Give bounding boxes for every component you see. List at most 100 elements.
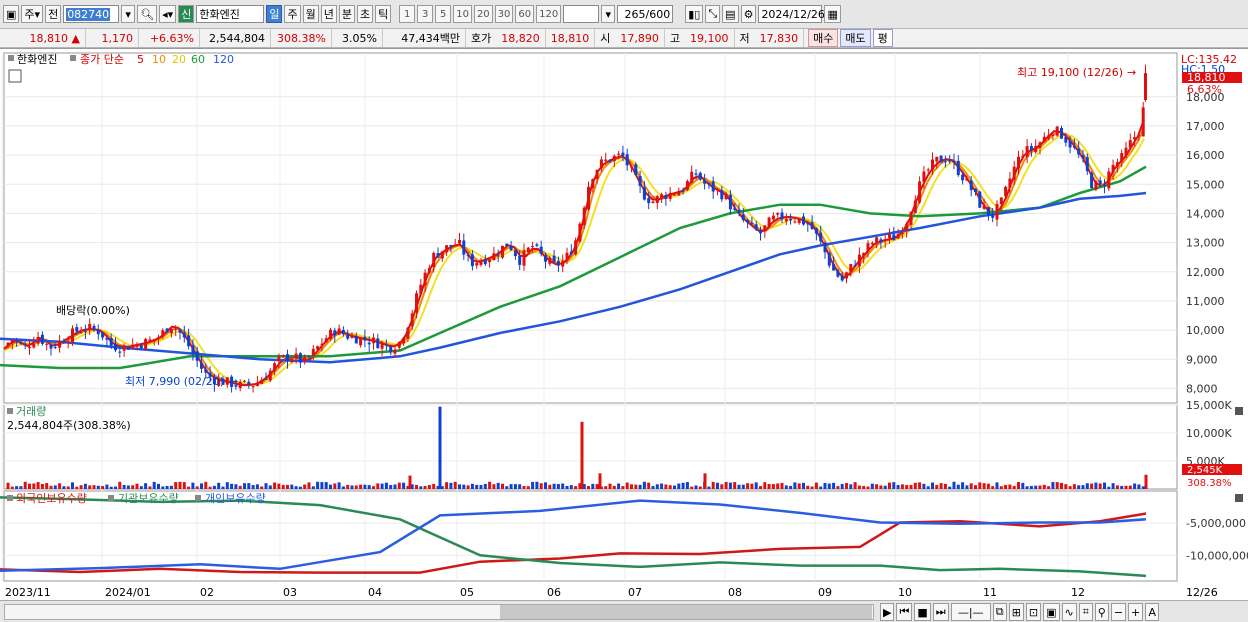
tool-icon-2[interactable]: ⊞	[1008, 603, 1024, 621]
volume-bar	[707, 486, 711, 489]
buy-button[interactable]: 매수	[808, 29, 839, 47]
candle-body	[367, 342, 371, 345]
type-select[interactable]: 주 ▾	[21, 5, 44, 23]
first-icon[interactable]: ⏮	[896, 603, 913, 621]
tool-icon-1[interactable]: ⧉	[992, 603, 1007, 621]
candle-body	[294, 353, 298, 359]
zoom-slider[interactable]: —|—	[950, 603, 991, 621]
candle-style-icon[interactable]: ▮▯	[685, 5, 704, 23]
chart-svg[interactable]: 8,000 9,000 10,000 11,000 12,000 13,000 14,000…	[0, 49, 1248, 601]
candles	[6, 64, 1147, 393]
layout-icon[interactable]: ▣	[3, 5, 20, 23]
volume-bar	[582, 484, 586, 489]
scroll-right-icon[interactable]: ▶	[880, 603, 895, 621]
save-icon[interactable]: ▤	[722, 5, 739, 23]
candle-body	[720, 190, 724, 200]
candle-body	[780, 212, 784, 220]
candle-body	[234, 385, 238, 387]
stock-name-field[interactable]: 한화엔진	[196, 5, 265, 23]
interval-10[interactable]: 10	[453, 5, 472, 23]
vol-pct-tag: 308.38%	[1187, 478, 1232, 489]
candle-body	[307, 356, 311, 358]
volume-bar	[169, 485, 173, 489]
candle-body	[797, 218, 801, 224]
volume-bar	[496, 482, 500, 489]
volume-bar	[802, 482, 805, 489]
tool-icon-3[interactable]: ⊡	[1025, 603, 1042, 621]
period-year[interactable]: 년	[320, 5, 337, 23]
interval-20[interactable]: 20	[473, 5, 493, 23]
x-tick-label: 2023/11	[5, 586, 51, 599]
font-icon[interactable]: A	[1145, 603, 1160, 621]
candle-body	[152, 338, 156, 340]
period-second[interactable]: 초	[356, 5, 374, 23]
candle-body	[591, 179, 595, 189]
chart-area[interactable]: 8,000 9,000 10,000 11,000 12,000 13,000 14,000…	[0, 48, 1248, 601]
candle-body	[655, 196, 659, 203]
sell-button[interactable]: 매도	[840, 29, 871, 47]
zoom-icon[interactable]: ⚲	[1094, 603, 1109, 621]
candle-body	[393, 349, 397, 354]
interval-5[interactable]: 5	[435, 5, 452, 23]
interval-120[interactable]: 120	[536, 5, 562, 23]
interval-3[interactable]: 3	[417, 5, 434, 23]
candle-body	[71, 328, 74, 343]
table-icon[interactable]	[8, 69, 22, 83]
candle-body	[621, 152, 625, 156]
prev-button[interactable]: 전	[45, 5, 62, 23]
interval-dropdown-icon[interactable]: ▾	[601, 5, 616, 23]
date-field[interactable]: 2024/12/26	[758, 5, 825, 23]
candle-body	[1111, 164, 1115, 173]
period-day[interactable]: 일	[266, 5, 283, 23]
candle-body	[492, 253, 496, 261]
sound-icon[interactable]: ◂▾	[159, 5, 177, 23]
candle-body	[165, 328, 169, 333]
candle-body	[939, 155, 943, 163]
custom-interval-input[interactable]	[563, 5, 600, 23]
period-minute[interactable]: 분	[338, 5, 355, 23]
tool-icon-5[interactable]: ∿	[1061, 603, 1077, 621]
tool-icon-4[interactable]: ▣	[1043, 603, 1060, 621]
period-month[interactable]: 월	[302, 5, 319, 23]
candle-body	[849, 264, 853, 272]
scroll-track[interactable]	[4, 604, 874, 620]
ask-price-2: 18,810	[546, 29, 596, 47]
candle-body	[698, 172, 702, 180]
candle-body	[101, 332, 105, 338]
candle-body	[320, 343, 324, 345]
count-field[interactable]: 265/600	[617, 5, 674, 23]
crosshair-icon[interactable]: ⤡	[705, 5, 721, 23]
candle-body	[1098, 180, 1102, 184]
last-icon[interactable]: ⏭	[932, 603, 949, 621]
hold-close-icon[interactable]	[1235, 494, 1243, 502]
gear-icon[interactable]: ⚙	[740, 5, 757, 23]
change-pct: +6.63%	[139, 29, 200, 47]
search-icon[interactable]: 🔍︎	[137, 5, 158, 23]
candle-body	[114, 344, 117, 351]
period-week[interactable]: 주	[284, 5, 301, 23]
tool-icon-6[interactable]: ⌗	[1078, 603, 1093, 621]
volume-bar	[15, 486, 19, 489]
stop-icon[interactable]: ■	[914, 603, 931, 621]
lc-label: LC:135.42	[1181, 53, 1237, 66]
zoom-in-icon[interactable]: +	[1128, 603, 1144, 621]
candle-body	[406, 327, 410, 339]
period-tick[interactable]: 틱	[375, 5, 392, 23]
eval-button[interactable]: 평	[872, 29, 893, 47]
interval-60[interactable]: 60	[515, 5, 535, 23]
volume-bar	[32, 483, 36, 489]
candle-body	[470, 254, 474, 267]
interval-1[interactable]: 1	[399, 5, 416, 23]
vol-close-icon[interactable]	[1235, 407, 1243, 415]
code-dropdown-icon[interactable]: ▾	[121, 5, 136, 23]
scroll-thumb[interactable]	[500, 605, 872, 619]
candle-body	[599, 159, 603, 168]
code-input[interactable]: 082740	[63, 5, 120, 23]
volume-bar	[642, 481, 646, 489]
zoom-out-icon[interactable]: −	[1110, 603, 1127, 621]
interval-30[interactable]: 30	[494, 5, 514, 23]
candle-body	[677, 192, 681, 196]
volume-bar	[763, 482, 767, 489]
volume-bar	[251, 485, 255, 489]
calendar-icon[interactable]: ▦	[824, 5, 841, 23]
